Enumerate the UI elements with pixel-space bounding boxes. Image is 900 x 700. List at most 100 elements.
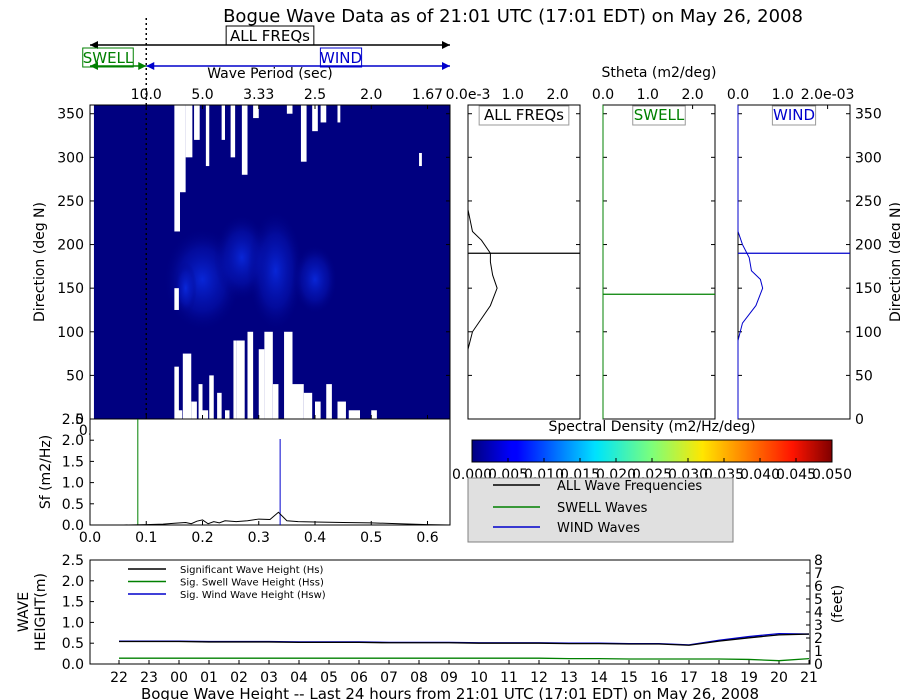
height-x-tick-label: 03 [260,670,278,686]
sf-y-tick-label: 0.5 [62,497,84,513]
energy-patch [174,262,197,315]
sf-x-tick-label: 0.4 [304,530,326,546]
stheta-right-y-tick-label: 100 [855,325,882,341]
stheta-frame [737,104,851,420]
height-x-tick-label: 16 [650,670,668,686]
heatmap-empty-cell [178,105,186,193]
wind-band-arrow-head-right [442,62,450,70]
heatmap-empty-cell [241,105,248,175]
heatmap-empty-cell [185,105,193,158]
sf-y-tick-label: 1.5 [62,454,84,470]
stheta-label-wind: WIND [773,106,815,124]
all-band-arrow-head-left [90,41,98,49]
period-tick-label: 5.0 [191,87,213,103]
stheta-label-box-all [478,105,570,126]
heatmap-empty-cell [202,410,209,419]
all-freqs-label: ALL FREQs [230,27,310,45]
stheta-label-box-swell [632,105,686,126]
height-x-tick-label: 18 [710,670,728,686]
height-y-tick-label: 0.0 [62,657,84,673]
energy-patch [247,209,304,332]
stheta-x-tick-label: 2.0e-03 [801,87,855,103]
heatmap-empty-cell [419,152,422,167]
colorbar-title: Spectral Density (m2/Hz/deg) [548,419,755,435]
swell-band-label: SWELL [83,49,134,67]
frequency-spectrum-plot: 0.0 0.5 1.0 1.5 2.0 2.5 0.0 0.1 0.2 0.3 0.4 0.5 0.6 S… [38,412,451,546]
height-right-tick-label: 7 [814,566,823,582]
sf-x-tick-label: 0.3 [248,530,270,546]
height-x-tick-label: 13 [560,670,578,686]
sf-frame [89,418,451,526]
heatmap-empty-cell [233,340,237,419]
heatmap-empty-cell [292,384,304,419]
spectrum-legend: ALL Wave Frequencies SWELL Waves WIND Wave… [467,477,734,543]
height-series-line [119,657,810,662]
heatmap-empty-cell [326,384,332,419]
wind-band-label-box [319,47,363,68]
heatmap-y-tick-label: 0 [75,412,84,428]
height-x-tick-label: 05 [320,670,338,686]
stheta-frame [467,104,581,420]
stheta-right-y-tick-label: 50 [855,368,873,384]
heatmap-empty-cell [230,105,236,158]
heatmap-y-tick-label: 350 [57,107,84,123]
heatmap-empty-cell [247,331,254,419]
sf-y-tick-label: 1.0 [62,476,84,492]
period-tick-label: 3.33 [243,87,274,103]
colorbar-tick-label: 0.040 [740,467,780,483]
height-legend-label: Sig. Swell Wave Height (Hss) [180,578,324,589]
height-y-tick-label: 1.5 [62,595,84,611]
height-legend-label: Sig. Wind Wave Height (Hsw) [180,590,326,601]
heatmap-empty-cell [284,331,293,419]
spectral-density-colorbar: Spectral Density (m2/Hz/deg)0.0000.0050.… [452,419,852,483]
sf-x-tick-label: 0.5 [360,530,382,546]
heatmap-empty-cell [191,401,197,419]
heatmap-empty-cell [225,410,230,419]
heatmap-empty-cell [174,105,180,232]
height-right-tick-label: 0 [814,657,823,673]
stheta-panel-all: 0.0e-3 1.0 2.0 ALL FREQs [446,87,581,420]
stheta-x-tick-label: 0.0 [727,87,749,103]
colorbar-tick-label: 0.050 [812,467,852,483]
period-tick-label: 2.0 [360,87,382,103]
legend-label-wind: WIND Waves [557,521,640,536]
height-x-tick-label: 08 [410,670,428,686]
sf-x-tick-label: 0.2 [191,530,213,546]
directional-distribution-plots: 0.0e-3 1.0 2.0 ALL FREQs 0.0 1.0 2.0 SWELL 0.0 1.… [446,65,900,428]
heatmap-empty-cell [264,331,273,419]
heatmap-empty-cell [303,392,313,419]
sf-y-tick-label: 2.0 [62,433,84,449]
stheta-x-tick-label: 1.0 [772,87,794,103]
height-frame [89,559,811,665]
heatmap-y-tick-label: 150 [57,281,84,297]
stheta-panel-wind: 0.0 1.0 2.0e-03 WIND [727,87,855,420]
direction-axis-label: Direction (deg N) [32,202,48,322]
heatmap-empty-cell [272,384,279,419]
height-x-tick-label: 19 [740,670,758,686]
legend-label-swell: SWELL Waves [557,501,648,516]
height-axis-label-line2: HEIGHT(m) [33,573,49,651]
sf-y-tick-label: 2.5 [62,412,84,428]
stheta-x-tick-label: 1.0 [502,87,524,103]
height-x-tick-label: 10 [470,670,488,686]
heatmap-empty-cell [205,105,210,167]
height-x-tick-label: 20 [770,670,788,686]
heatmap-empty-cell [90,105,94,419]
sf-y-tick-label: 0.0 [62,518,84,534]
swell-band-arrow-head-right [138,62,147,70]
height-x-tick-label: 17 [680,670,698,686]
height-y-tick-label: 2.0 [62,574,84,590]
energy-patch [292,244,338,315]
heatmap-empty-cell [286,105,293,114]
stheta-panel-swell: 0.0 1.0 2.0 SWELL [592,87,716,420]
height-x-tick-label: 12 [530,670,548,686]
stheta-right-axis-label: Direction (deg N) [888,202,900,322]
stheta-frame [602,104,716,420]
height-right-tick-label: 5 [814,592,823,608]
stheta-x-tick-label: 2.0 [681,87,703,103]
height-right-tick-label: 2 [814,631,823,647]
heatmap-empty-cell [194,105,200,140]
heatmap-empty-cell [182,353,192,419]
all-band-arrow-head-right [442,41,450,49]
